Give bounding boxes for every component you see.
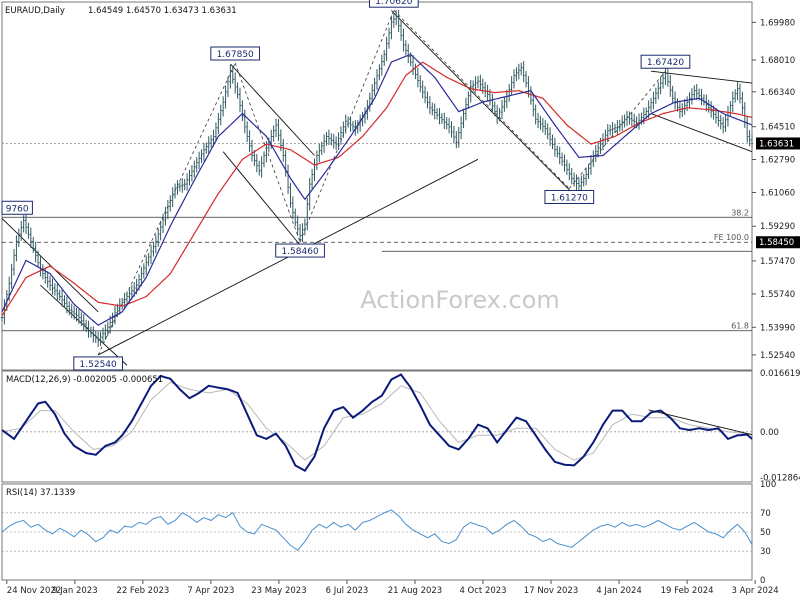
price-tick-label: 1.66340 [760,88,795,98]
x-tick-label: 19 Feb 2024 [661,586,714,596]
macd-line [1,373,753,473]
x-tick-label: 4 Oct 2023 [459,586,506,596]
price-label: 1.52540 [80,360,117,370]
macd-title: MACD(12,26,9) -0.002005 -0.000651 [6,375,163,385]
x-tick-label: 7 Apr 2023 [187,586,234,596]
trend-line [650,113,753,153]
symbol-label: EURAUD,Daily [5,6,65,16]
x-tick-label: 24 Nov 2022 [7,586,61,596]
axes-layer: 1.69980 1.68010 1.66340 1.64510 1.62790 1.610… [6,18,800,596]
price-tick-label: 1.55740 [760,290,795,300]
macd-tick-label: -0.012864 [760,473,800,483]
fib-label: 38.2 [731,208,749,217]
price-tag-box [756,236,800,249]
fib-label: 61.8 [731,322,749,331]
macd-panel-frame [1,370,753,483]
rsi-tick-label: 70 [760,509,771,519]
ohlc-readout: 1.64549 1.64570 1.63473 1.63631 [88,6,237,16]
trend-line [222,151,301,246]
x-tick-label: 6 Jul 2023 [326,586,369,596]
price-label-box [210,46,261,61]
price-tick-label: 1.52540 [760,351,795,361]
trend-line [1,218,99,313]
rsi-tick-label: 30 [760,547,771,557]
price-tag-label: 1.58450 [759,238,794,248]
macd-tick-label: 0.016619 [760,369,800,379]
price-label: 1.67420 [647,58,684,68]
price-label-box [73,356,124,371]
trend-line [230,63,315,156]
rsi-tick-label: 0 [760,576,765,586]
x-tick-label: 3 Apr 2024 [732,586,779,596]
rsi-tick-label: 100 [760,480,776,490]
price-label: 9760 [6,204,29,214]
rsi-tick-label: 50 [760,528,771,538]
rsi-line [1,509,753,551]
price-label: 1.58460 [281,247,318,257]
wave-line [234,62,301,243]
x-tick-label: 17 Nov 2023 [524,586,578,596]
trend-line [391,10,570,191]
x-tick-label: 9 Jan 2023 [52,586,98,596]
price-label-box [368,0,419,8]
wave-line [568,70,666,189]
price-label-box [544,189,595,204]
price-label-box [1,200,33,215]
price-panel-frame [1,1,753,371]
price-tick-label: 1.53990 [760,323,795,333]
price-tick-label: 1.64510 [760,123,795,133]
macd-trend-line [648,409,753,436]
price-tag-box [756,137,800,150]
price-tick-label: 1.69980 [760,18,795,28]
price-tick-label: 1.68010 [760,56,795,66]
ma-fast-line [1,53,753,326]
price-label-box [275,243,325,258]
price-tick-label: 1.57470 [760,257,795,267]
x-tick-label: 23 May 2023 [251,586,306,596]
x-tick-label: 22 Feb 2023 [116,586,169,596]
x-tick-label: 21 Aug 2023 [388,586,442,596]
price-label-box [640,54,691,69]
rsi-panel: RSI(14) 37.1339 [1,488,753,552]
macd-tick-label: 0.00 [760,428,779,438]
price-panel: 38.2 FE 100.0 61.8 1.70620 1.67850 1.67420 1.6… [0,0,754,371]
price-tick-label: 1.61060 [760,188,795,198]
rsi-title: RSI(14) 37.1339 [6,488,75,498]
price-tick-label: 1.62790 [760,155,795,165]
price-label: 1.67850 [217,50,254,60]
price-label: 1.70620 [375,0,412,7]
fib-label: FE 100.0 [714,233,749,242]
macd-panel: MACD(12,26,9) -0.002005 -0.000651 [1,373,753,473]
price-tick-label: 1.59290 [760,222,795,232]
x-tick-label: 4 Jan 2024 [596,586,642,596]
watermark: ActionForex.com [360,286,560,314]
price-label: 1.61270 [551,193,588,203]
price-tag-label: 1.63631 [759,139,794,149]
